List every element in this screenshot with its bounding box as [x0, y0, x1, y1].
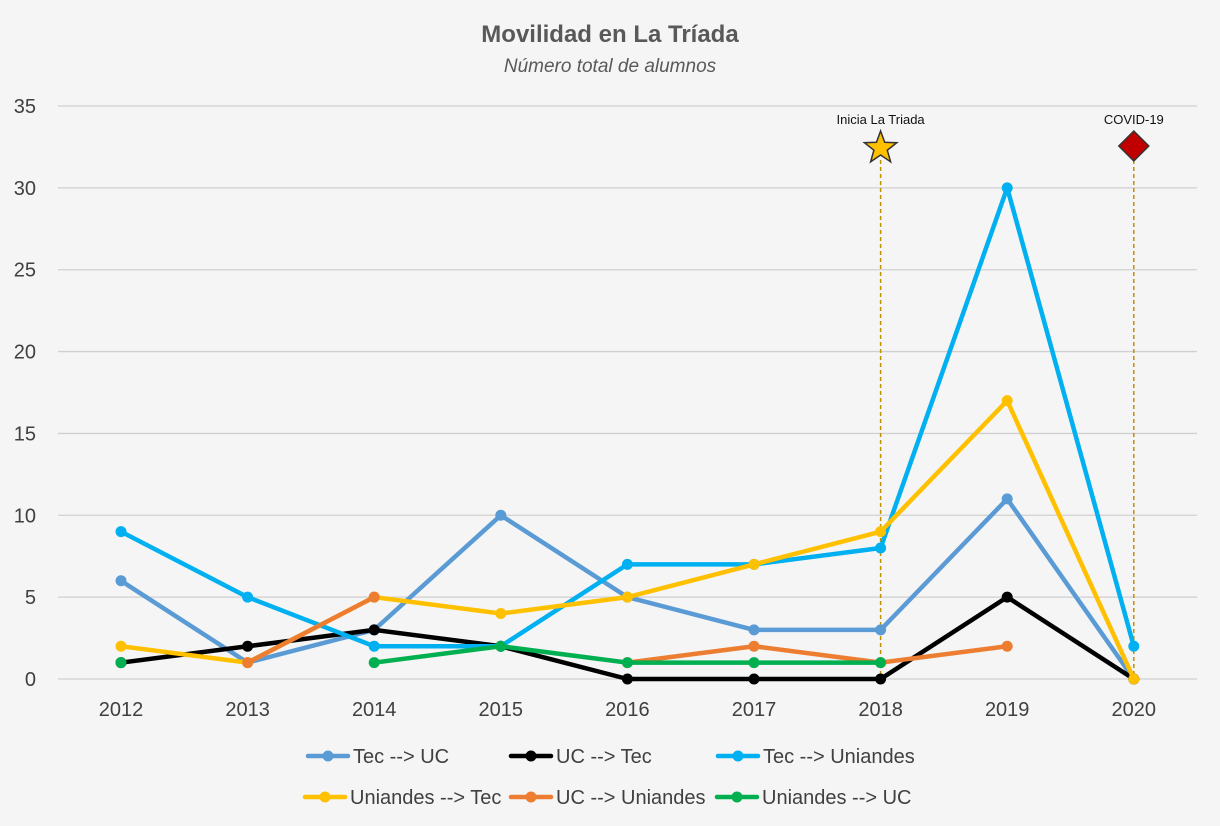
x-tick-label: 2012	[99, 699, 144, 721]
series-line	[118, 398, 1137, 682]
legend-swatch-marker	[322, 750, 334, 762]
data-point	[242, 657, 254, 669]
series-line	[118, 185, 1137, 649]
data-point	[495, 608, 507, 620]
legend-item: Uniandes --> Tec	[302, 787, 501, 809]
legend-label: UC --> Tec	[556, 746, 652, 768]
x-tick-label: 2014	[352, 699, 397, 721]
legend-swatch-marker	[319, 791, 331, 803]
data-point	[875, 624, 887, 636]
legend-item: Tec --> UC	[305, 746, 449, 768]
x-tick-label: 2020	[1112, 699, 1157, 721]
series-line	[245, 594, 377, 665]
data-point	[242, 640, 254, 652]
data-point	[875, 542, 887, 554]
annotation-label: COVID-19	[1104, 112, 1164, 127]
legend: Tec --> UC UC --> Tec Tec --> Uniandes Unia…	[302, 746, 915, 809]
series-line	[625, 644, 1010, 665]
legend-swatch-marker	[525, 750, 537, 762]
data-point	[748, 673, 760, 685]
legend-item: UC --> Tec	[508, 746, 652, 768]
annotation-markers: Inicia La Triada COVID-19	[837, 112, 1164, 164]
series-group	[115, 182, 1140, 685]
legend-item: Uniandes --> UC	[714, 787, 912, 809]
series	[115, 493, 1140, 685]
series	[115, 640, 887, 669]
y-tick-label: 10	[14, 505, 36, 527]
annotation-label: Inicia La Triada	[837, 112, 926, 127]
data-point	[368, 657, 380, 669]
y-tick-label: 20	[14, 342, 36, 364]
data-point	[1001, 182, 1013, 194]
x-tick-label: 2015	[479, 699, 524, 721]
star-icon	[862, 128, 899, 164]
data-point	[1001, 395, 1013, 407]
x-tick-label: 2018	[858, 699, 903, 721]
y-axis-ticks: 0 5 10 15 20 25 30 35	[14, 96, 36, 691]
data-point	[495, 509, 507, 521]
chart-title: Movilidad en La Tríada	[481, 21, 739, 48]
legend-label: Uniandes --> Tec	[350, 787, 501, 809]
data-point	[875, 657, 887, 669]
data-point	[748, 558, 760, 570]
legend-label: UC --> Uniandes	[556, 787, 706, 809]
data-point	[621, 673, 633, 685]
data-point	[748, 624, 760, 636]
legend-item: Tec --> Uniandes	[715, 746, 915, 768]
data-point	[115, 657, 127, 669]
data-point	[495, 640, 507, 652]
legend-swatch-marker	[732, 750, 744, 762]
data-point	[115, 640, 127, 652]
x-axis-ticks: 2012 2013 2014 2015 2016 2017 2018 2019 2020	[99, 699, 1156, 721]
chart-subtitle: Número total de alumnos	[504, 56, 717, 77]
data-point	[875, 526, 887, 538]
y-tick-label: 35	[14, 96, 36, 118]
y-tick-label: 5	[25, 587, 36, 609]
legend-label: Uniandes --> UC	[762, 787, 912, 809]
data-point	[748, 657, 760, 669]
series	[115, 395, 1140, 685]
data-point	[621, 657, 633, 669]
y-tick-label: 25	[14, 260, 36, 282]
data-point	[875, 673, 887, 685]
data-point	[748, 640, 760, 652]
data-point	[621, 591, 633, 603]
data-point	[368, 640, 380, 652]
data-point	[1001, 591, 1013, 603]
data-point	[621, 558, 633, 570]
x-tick-label: 2019	[985, 699, 1030, 721]
data-point	[242, 591, 254, 603]
legend-label: Tec --> UC	[353, 746, 449, 768]
series	[115, 182, 1140, 652]
legend-item: UC --> Uniandes	[508, 787, 706, 809]
data-point	[115, 526, 127, 538]
y-tick-label: 0	[25, 669, 36, 691]
data-point	[115, 575, 127, 587]
data-point	[1128, 640, 1140, 652]
data-point	[368, 624, 380, 636]
data-point	[368, 591, 380, 603]
diamond-icon	[1117, 129, 1150, 163]
data-point	[1001, 493, 1013, 505]
legend-swatch-marker	[731, 791, 743, 803]
x-tick-label: 2016	[605, 699, 650, 721]
data-point	[1128, 673, 1140, 685]
legend-swatch-marker	[525, 791, 537, 803]
x-tick-label: 2017	[732, 699, 777, 721]
x-tick-label: 2013	[225, 699, 270, 721]
y-tick-label: 30	[14, 178, 36, 200]
legend-label: Tec --> Uniandes	[763, 746, 915, 768]
data-point	[1001, 640, 1013, 652]
y-tick-label: 15	[14, 423, 36, 445]
annotation-lines	[879, 160, 1135, 684]
